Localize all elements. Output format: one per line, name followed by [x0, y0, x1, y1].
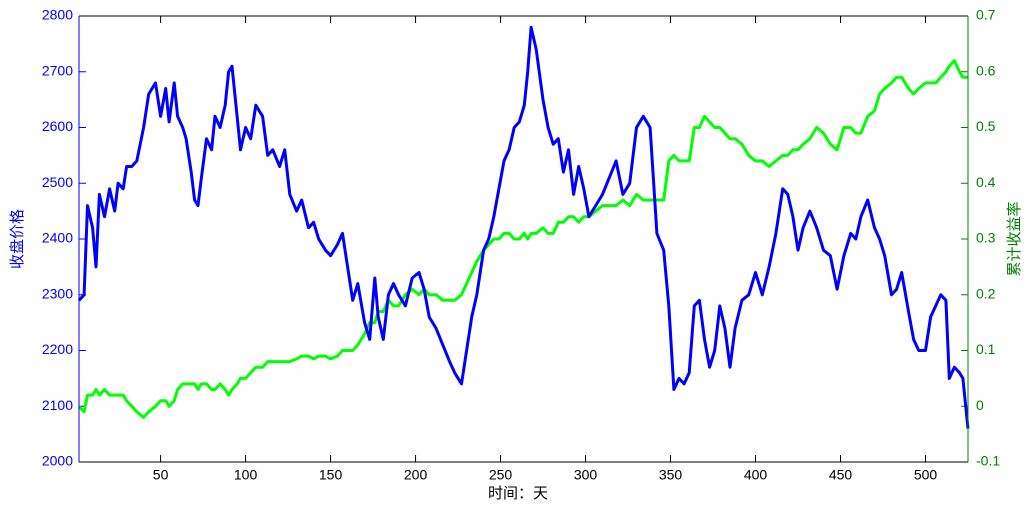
x-tick-label: 300	[574, 467, 598, 483]
x-tick-label: 350	[659, 467, 683, 483]
y2-tick-label: 0.7	[976, 7, 996, 23]
x-tick-label: 50	[153, 467, 169, 483]
line-series	[77, 25, 970, 429]
x-tick-label: 400	[744, 467, 768, 483]
y-tick-label: 2400	[42, 230, 73, 246]
y2-tick-label: 0.3	[976, 230, 996, 246]
x-tick-label: 450	[829, 467, 853, 483]
x-tick-label: 500	[914, 467, 938, 483]
y-tick-label: 2000	[42, 453, 73, 469]
y-tick-label: 2800	[42, 7, 73, 23]
y-tick-label: 2300	[42, 285, 73, 301]
x-axis-label: 时间：天	[488, 484, 548, 502]
y2-tick-label: 0.2	[976, 285, 996, 301]
y-axis-label: 收盘价格	[8, 209, 26, 269]
y2-tick-label: -0.1	[976, 453, 1000, 469]
y-tick-label: 2600	[42, 118, 73, 134]
y-tick-label: 2700	[42, 62, 73, 78]
y2-tick-label: 0.1	[976, 341, 996, 357]
y-tick-label: 2500	[42, 174, 73, 190]
y2-tick-label: 0.5	[976, 118, 996, 134]
y2-tick-label: 0.6	[976, 62, 996, 78]
x-tick-label: 250	[489, 467, 513, 483]
x-tick-label: 150	[319, 467, 343, 483]
x-tick-label: 200	[404, 467, 428, 483]
line-series	[77, 59, 968, 419]
y-tick-label: 2200	[42, 341, 73, 357]
x-tick-label: 100	[234, 467, 258, 483]
y-tick-label: 2100	[42, 397, 73, 413]
y2-tick-label: 0.4	[976, 174, 996, 190]
y2-axis-label: 累计收益率	[1005, 201, 1023, 276]
y2-tick-label: 0	[976, 397, 984, 413]
